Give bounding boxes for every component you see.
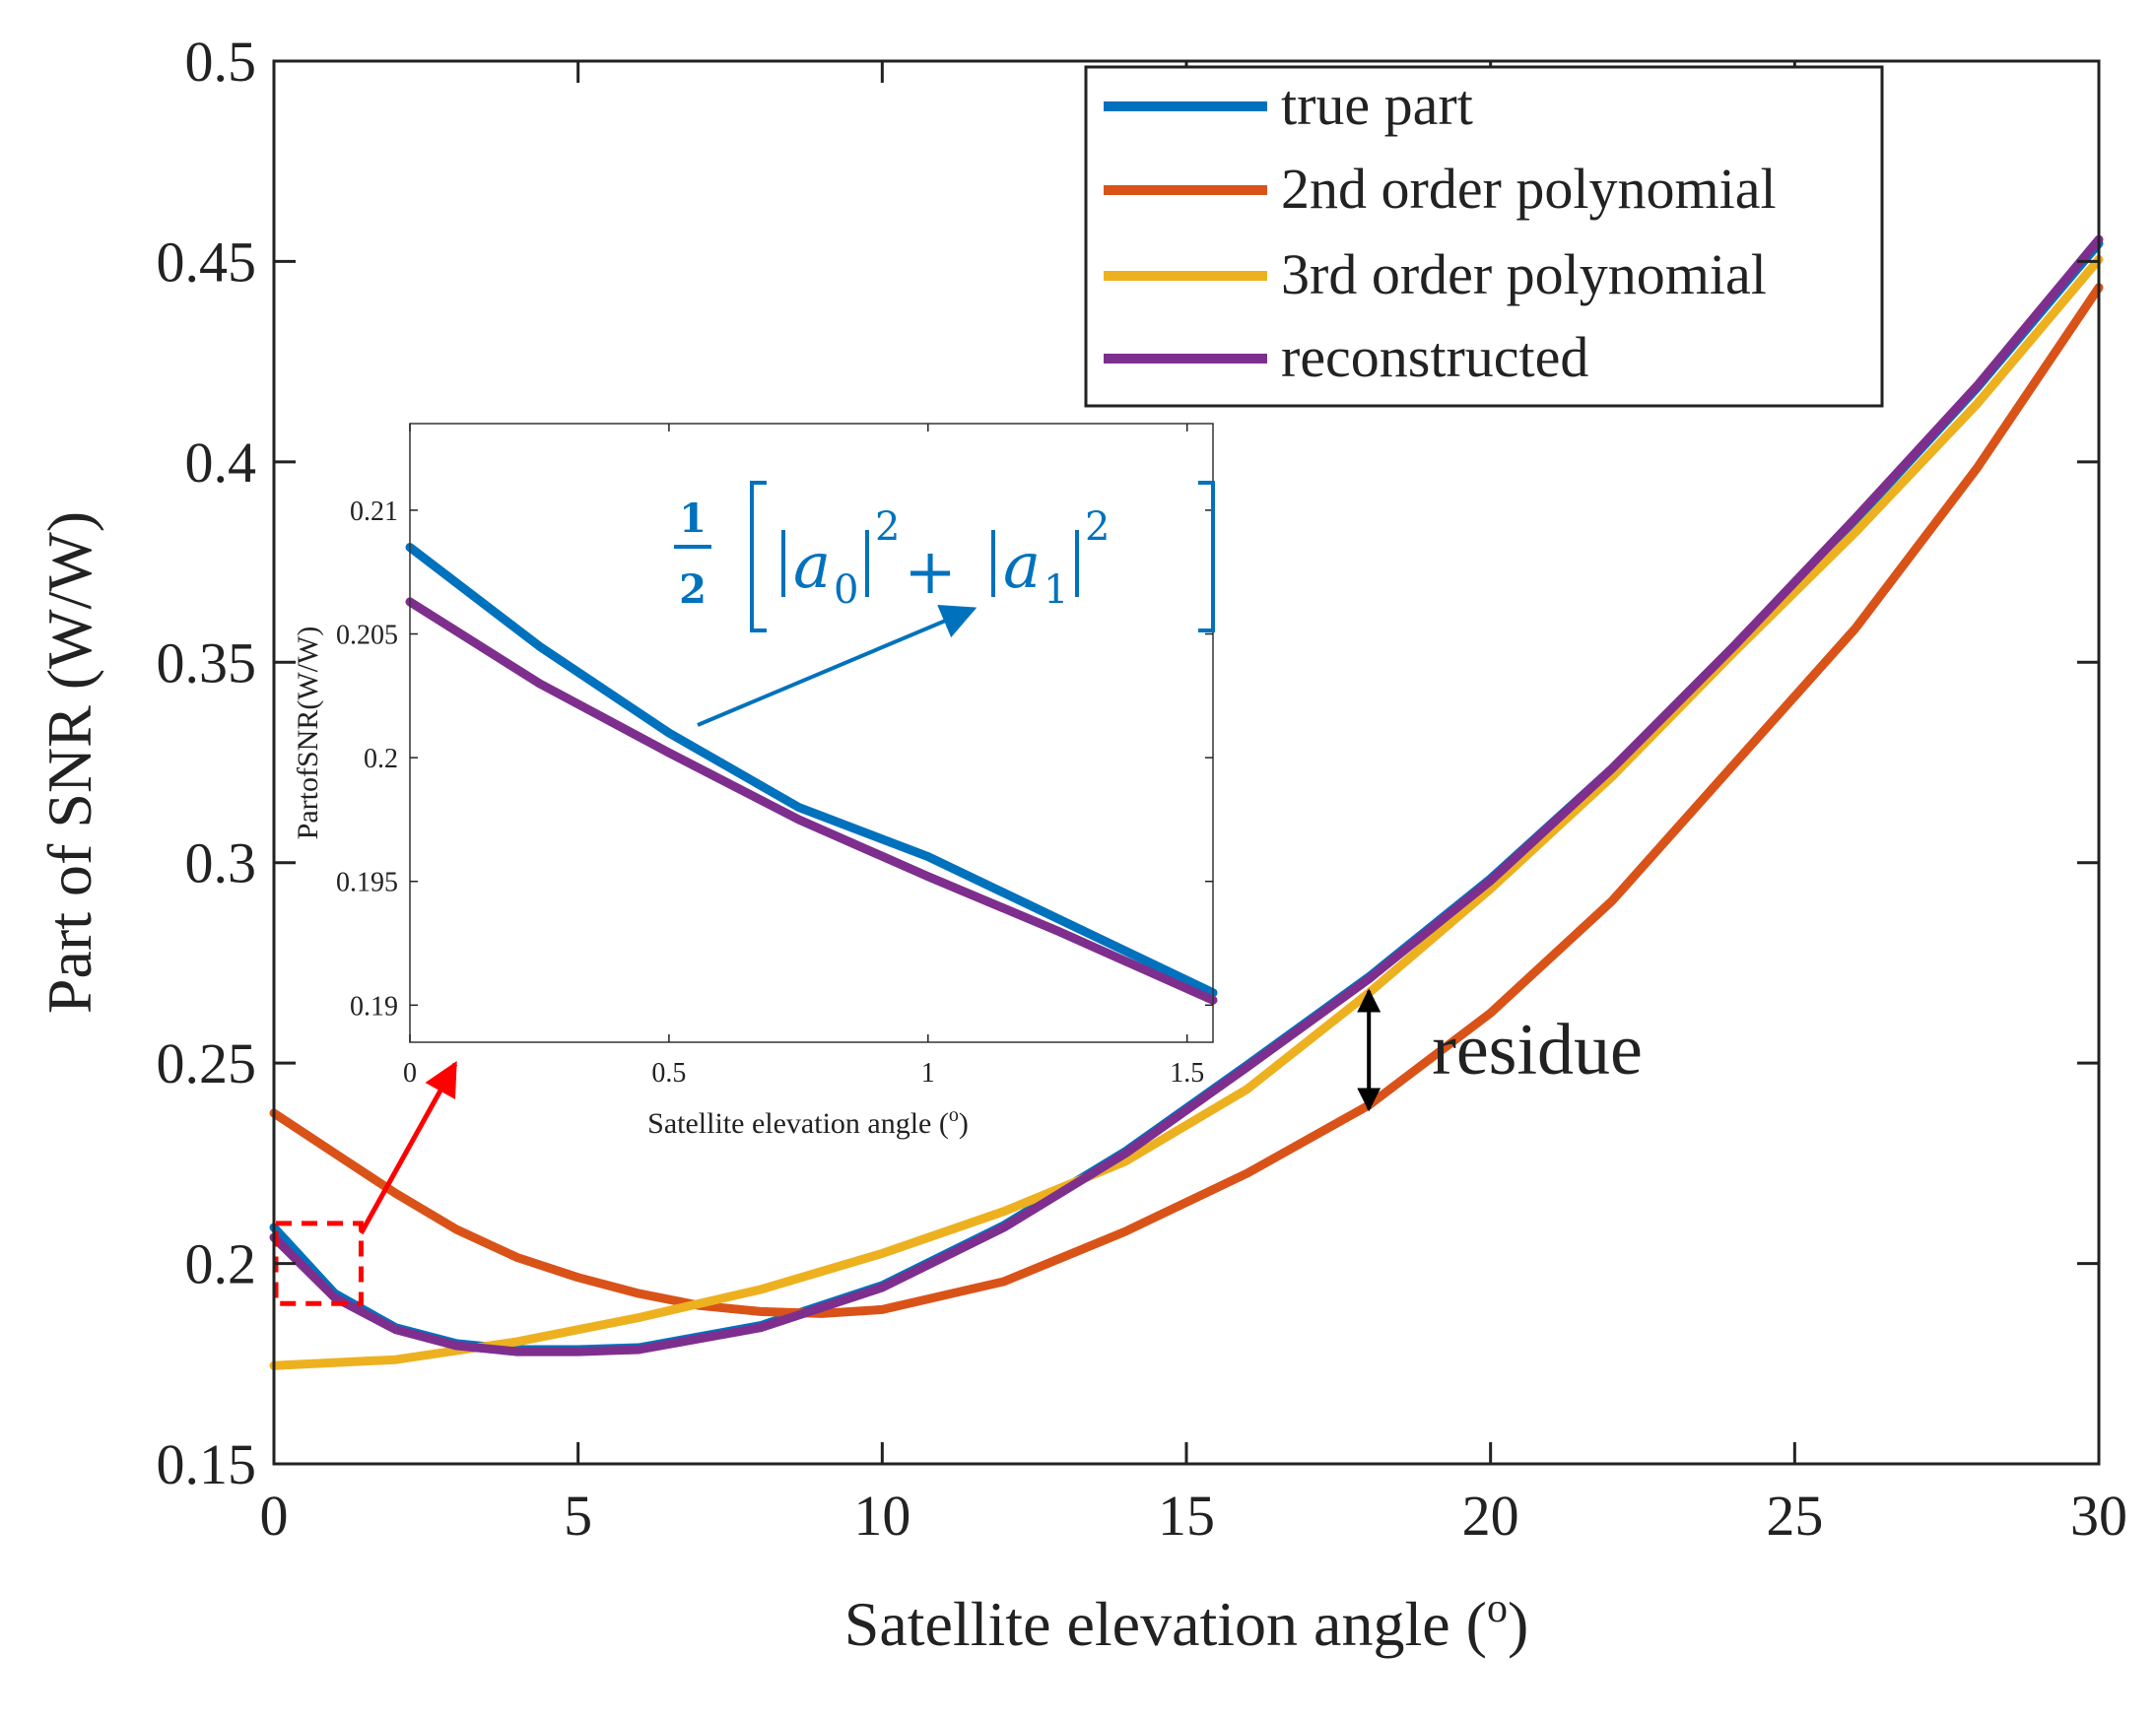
main-y-axis-label: Part of SNR (W/W) <box>34 511 104 1014</box>
legend-item-3rd-order: 3rd order polynomial <box>1104 242 1767 306</box>
main-x-tick-label-6: 30 <box>2070 1484 2127 1548</box>
main-x-tick-label-3: 15 <box>1158 1484 1215 1548</box>
formula-sub-1: 1 <box>1044 567 1068 613</box>
legend-label-3rd-order: 3rd order polynomial <box>1281 242 1767 306</box>
main-series-3rd-order-polynomial <box>269 254 2104 1370</box>
main-tick-group: 0 5 10 15 20 25 300.150.20.250.30.350.40.450.5 <box>157 30 2128 1548</box>
inset-y-tick-label-1: 0.195 <box>336 868 398 898</box>
legend-item-2nd-order: 2nd order polynomial <box>1104 157 1777 221</box>
legend-box <box>1084 65 1884 408</box>
inset-x-tick-label-1: 0.5 <box>651 1058 686 1089</box>
inset-series-true-part <box>405 543 1218 998</box>
inset-series-group <box>405 543 1218 1005</box>
main-x-tick-label-4: 20 <box>1462 1484 1519 1548</box>
main-y-tick-label-1: 0.2 <box>185 1232 257 1296</box>
main-y-tick-label-7: 0.5 <box>185 30 257 94</box>
main-x-tick-label-5: 25 <box>1766 1484 1823 1548</box>
main-y-tick-label-5: 0.4 <box>185 430 257 495</box>
inset-axes-box <box>409 423 1214 1043</box>
legend-item-true-part: true part <box>1104 73 1473 137</box>
inset-y-tick-label-0: 0.19 <box>350 991 398 1022</box>
formula-half-denominator: 2 <box>679 566 707 613</box>
formula-arrow <box>697 604 977 727</box>
legend-label-true-part: true part <box>1281 73 1473 137</box>
zoom-arrow <box>359 1060 458 1235</box>
main-y-tick-label-2: 0.25 <box>157 1031 257 1095</box>
main-y-tick-label-0: 0.15 <box>157 1432 257 1496</box>
residue-label: residue <box>1432 1010 1643 1091</box>
formula-left-bracket <box>750 481 767 632</box>
inset-tick-group: 0 0.5 1 1.5 0.19 0.195 0.2 0.205 0.21 <box>336 424 1213 1089</box>
inset-x-axis-label-text: Satellite elevation angle ( <box>647 1107 949 1140</box>
main-y-tick-label-3: 0.3 <box>185 831 257 895</box>
inset-x-axis-label-close: ) <box>959 1107 969 1140</box>
main-y-tick-label-6: 0.45 <box>157 230 257 294</box>
formula-annotation: 1 2 a 0 2 + a 1 2 <box>674 481 1215 632</box>
legend-label-reconstructed: reconstructed <box>1281 325 1588 389</box>
inset-x-axis-label: Satellite elevation angle (o) <box>647 1104 969 1140</box>
main-x-axis-label-degree: o <box>1487 1586 1508 1631</box>
inset-y-axis-label: PartofSNR(W/W) <box>292 627 324 840</box>
main-series-group <box>269 234 2104 1370</box>
main-x-axis-label-close: ) <box>1508 1589 1528 1659</box>
inset-y-tick-label-4: 0.21 <box>350 496 398 527</box>
inset-x-tick-label-2: 1 <box>921 1058 935 1089</box>
main-y-tick-label-4: 0.35 <box>157 630 257 695</box>
formula-power-1: 2 <box>1085 504 1110 550</box>
inset-y-tick-label-3: 0.205 <box>336 621 398 651</box>
main-x-axis-label-text: Satellite elevation angle ( <box>844 1589 1487 1659</box>
main-series-2nd-order-polynomial <box>269 283 2104 1318</box>
formula-plus: + <box>904 536 957 609</box>
legend: true part 2nd order polynomial 3rd order… <box>1084 65 1884 408</box>
formula-sub-0: 0 <box>834 567 858 613</box>
legend-label-2nd-order: 2nd order polynomial <box>1281 157 1777 221</box>
formula-a1: a <box>1003 530 1041 603</box>
main-x-axis-label: Satellite elevation angle (o) <box>844 1586 1529 1659</box>
main-x-tick-label-1: 5 <box>564 1484 592 1548</box>
formula-a0: a <box>793 530 831 603</box>
inset-series-reconstructed <box>405 597 1218 1005</box>
main-series-reconstructed <box>269 234 2104 1356</box>
formula-half-numerator: 1 <box>679 496 707 542</box>
main-x-tick-label-0: 0 <box>260 1484 289 1548</box>
legend-item-reconstructed: reconstructed <box>1104 325 1588 389</box>
inset-y-tick-label-2: 0.2 <box>364 744 398 774</box>
formula-right-bracket <box>1198 481 1215 632</box>
formula-power-0: 2 <box>875 504 900 550</box>
main-x-tick-label-2: 10 <box>853 1484 910 1548</box>
inset-x-tick-label-0: 0 <box>403 1058 417 1089</box>
inset-x-tick-label-3: 1.5 <box>1170 1058 1204 1089</box>
inset-chart: 0 0.5 1 1.5 0.19 0.195 0.2 0.205 0.21 Satellite … <box>292 423 1218 1140</box>
inset-x-axis-label-degree: o <box>949 1104 959 1126</box>
